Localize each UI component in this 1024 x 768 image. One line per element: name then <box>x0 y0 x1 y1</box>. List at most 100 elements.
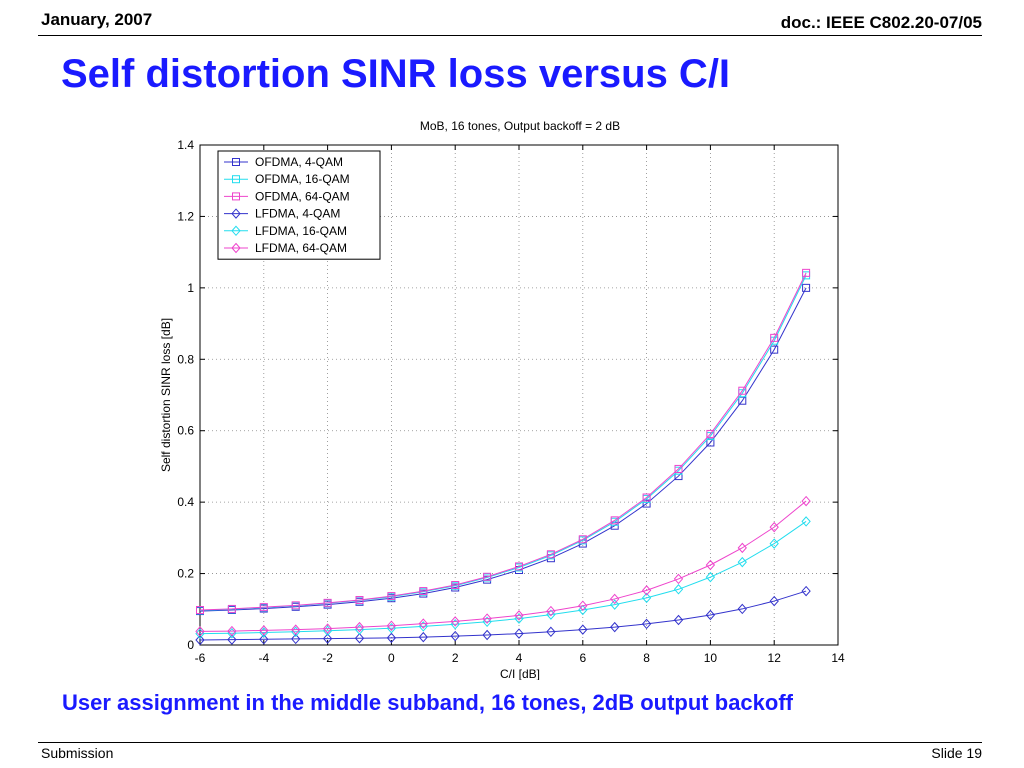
header-doc-id: doc.: IEEE C802.20-07/05 <box>780 13 982 32</box>
legend-entry: LFDMA, 16-QAM <box>224 224 347 238</box>
x-tick-label: -4 <box>258 651 269 665</box>
y-tick-label: 0.6 <box>177 424 194 438</box>
diamond-marker <box>610 593 620 605</box>
diamond-marker <box>418 618 428 629</box>
diamond-marker <box>578 600 588 611</box>
diamond-marker <box>482 613 492 624</box>
diamond-marker <box>291 624 301 635</box>
diamond-marker <box>801 516 811 527</box>
square-marker <box>642 493 651 502</box>
diamond-marker <box>705 609 716 621</box>
series-line <box>199 287 807 612</box>
diamond-marker <box>641 618 652 630</box>
diamond-marker <box>259 627 269 638</box>
square-marker <box>738 386 747 395</box>
legend-label: OFDMA, 4-QAM <box>255 155 343 169</box>
slide-caption: User assignment in the middle subband, 1… <box>62 690 793 715</box>
series-4 <box>195 585 811 646</box>
header-rule <box>38 35 982 36</box>
diamond-marker <box>231 208 241 219</box>
square-marker <box>515 562 523 571</box>
diamond-marker <box>769 538 779 549</box>
diamond-marker <box>546 626 556 638</box>
diamond-marker <box>231 225 241 237</box>
legend-entry: LFDMA, 4-QAM <box>224 207 340 221</box>
x-tick-label: 0 <box>388 651 395 665</box>
square-marker <box>546 550 555 559</box>
diamond-marker <box>769 595 779 607</box>
diamond-marker <box>673 614 684 626</box>
square-marker <box>232 158 240 166</box>
y-tick-label: 1.4 <box>177 138 194 152</box>
square-marker <box>770 333 779 342</box>
square-marker <box>770 345 779 354</box>
series-1 <box>196 283 811 616</box>
legend-box <box>217 150 381 260</box>
x-tick-label: -6 <box>195 651 206 665</box>
y-axis-label: Self distortion SINR loss [dB] <box>159 318 173 472</box>
diamond-marker <box>322 623 333 634</box>
series-line <box>199 272 807 611</box>
diamond-marker <box>386 620 397 631</box>
square-marker <box>706 429 715 438</box>
series-5 <box>195 516 811 639</box>
ticks-layer: -6 -4 -2 0 2 4 6 8 10 12 14 0 0.2 0.4 0.6 0.8 1 1.2 1.4 <box>177 138 845 665</box>
diamond-marker <box>610 621 620 633</box>
x-axis-label: C/I [dB] <box>500 667 540 680</box>
diamond-marker <box>705 571 716 583</box>
x-tick-label: -2 <box>322 651 333 665</box>
x-tick-label: 8 <box>643 651 650 665</box>
diamond-marker <box>641 592 652 604</box>
square-marker <box>451 581 460 589</box>
square-marker <box>387 592 396 601</box>
legend-label: LFDMA, 64-QAM <box>255 241 347 255</box>
diamond-marker <box>227 627 237 639</box>
diamond-marker <box>322 633 333 644</box>
series-line <box>199 500 807 632</box>
square-marker <box>196 606 204 614</box>
legend-label: LFDMA, 16-QAM <box>255 224 347 238</box>
square-marker <box>802 268 811 277</box>
line-chart: MoB, 16 tones, Output backoff = 2 dB -6 -… <box>159 119 845 680</box>
diamond-marker <box>227 625 237 637</box>
diamond-marker <box>354 621 365 633</box>
square-marker <box>419 587 428 596</box>
series-3 <box>196 268 811 614</box>
y-tick-label: 0 <box>187 638 194 652</box>
x-tick-label: 4 <box>516 651 523 665</box>
x-tick-label: 14 <box>831 651 845 665</box>
footer-submission: Submission <box>41 745 114 761</box>
diamond-marker <box>195 634 205 646</box>
legend-label: OFDMA, 16-QAM <box>255 172 350 186</box>
square-marker <box>227 604 236 613</box>
diamond-marker <box>705 559 716 571</box>
square-marker <box>642 499 651 508</box>
legend-label: OFDMA, 64-QAM <box>255 189 350 203</box>
diamond-marker <box>195 628 205 639</box>
grid-layer <box>200 145 838 645</box>
diamond-marker <box>673 573 684 585</box>
chart-title: MoB, 16 tones, Output backoff = 2 dB <box>420 119 620 133</box>
diamond-marker <box>514 610 524 621</box>
series-line <box>199 275 807 611</box>
diamond-marker <box>641 585 652 596</box>
square-marker <box>355 596 364 604</box>
y-tick-label: 0.4 <box>177 495 194 509</box>
diamond-marker <box>546 605 556 617</box>
square-marker <box>291 601 300 610</box>
footer-rule <box>38 742 982 743</box>
diamond-marker <box>801 495 811 507</box>
diamond-marker <box>578 624 588 635</box>
legend-label: LFDMA, 4-QAM <box>255 207 340 221</box>
diamond-marker <box>578 604 588 616</box>
legend-entry: OFDMA, 64-QAM <box>224 189 350 203</box>
square-marker <box>323 598 332 607</box>
square-marker <box>610 516 619 525</box>
diamond-marker <box>801 585 811 597</box>
x-tick-label: 2 <box>452 651 459 665</box>
footer-slide-number: Slide 19 <box>931 745 982 761</box>
diamond-marker <box>259 625 269 636</box>
series-layer <box>195 268 811 646</box>
square-marker <box>232 192 240 201</box>
diamond-marker <box>737 603 747 615</box>
